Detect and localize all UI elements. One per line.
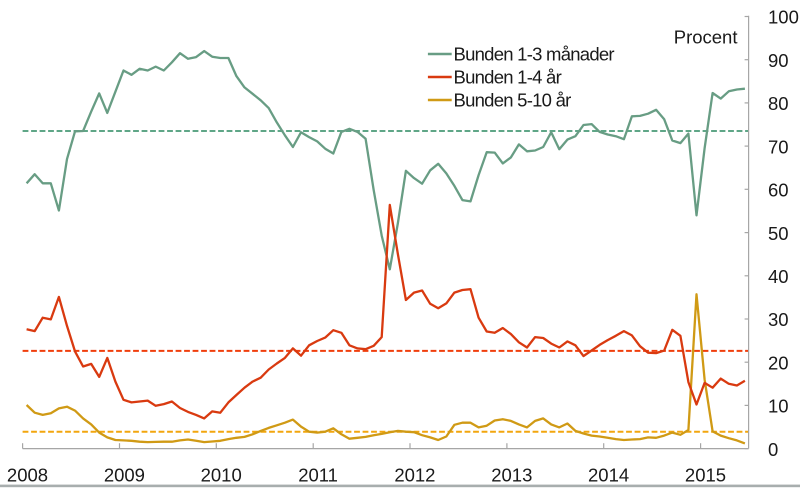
svg-text:Bunden 1-4 år: Bunden 1-4 år	[454, 67, 562, 88]
svg-text:20: 20	[768, 352, 789, 373]
svg-text:60: 60	[768, 180, 789, 201]
svg-text:Procent: Procent	[674, 27, 738, 48]
svg-text:Bunden 5-10 år: Bunden 5-10 år	[454, 90, 572, 111]
svg-text:2011: 2011	[298, 465, 338, 486]
svg-text:40: 40	[768, 266, 789, 287]
svg-text:90: 90	[768, 50, 789, 71]
svg-text:30: 30	[768, 309, 789, 330]
svg-text:2013: 2013	[491, 465, 532, 486]
svg-text:0: 0	[768, 439, 778, 460]
svg-text:10: 10	[768, 396, 789, 417]
svg-text:70: 70	[768, 136, 789, 157]
svg-text:2009: 2009	[104, 465, 145, 486]
svg-text:80: 80	[768, 93, 789, 114]
svg-text:Bunden 1-3 månader: Bunden 1-3 månader	[454, 44, 615, 65]
svg-text:2008: 2008	[7, 465, 48, 486]
svg-text:50: 50	[768, 223, 789, 244]
svg-text:2012: 2012	[394, 465, 435, 486]
svg-text:2010: 2010	[201, 465, 242, 486]
svg-text:2015: 2015	[685, 465, 726, 486]
svg-text:2014: 2014	[588, 465, 629, 486]
svg-text:100: 100	[768, 7, 799, 28]
